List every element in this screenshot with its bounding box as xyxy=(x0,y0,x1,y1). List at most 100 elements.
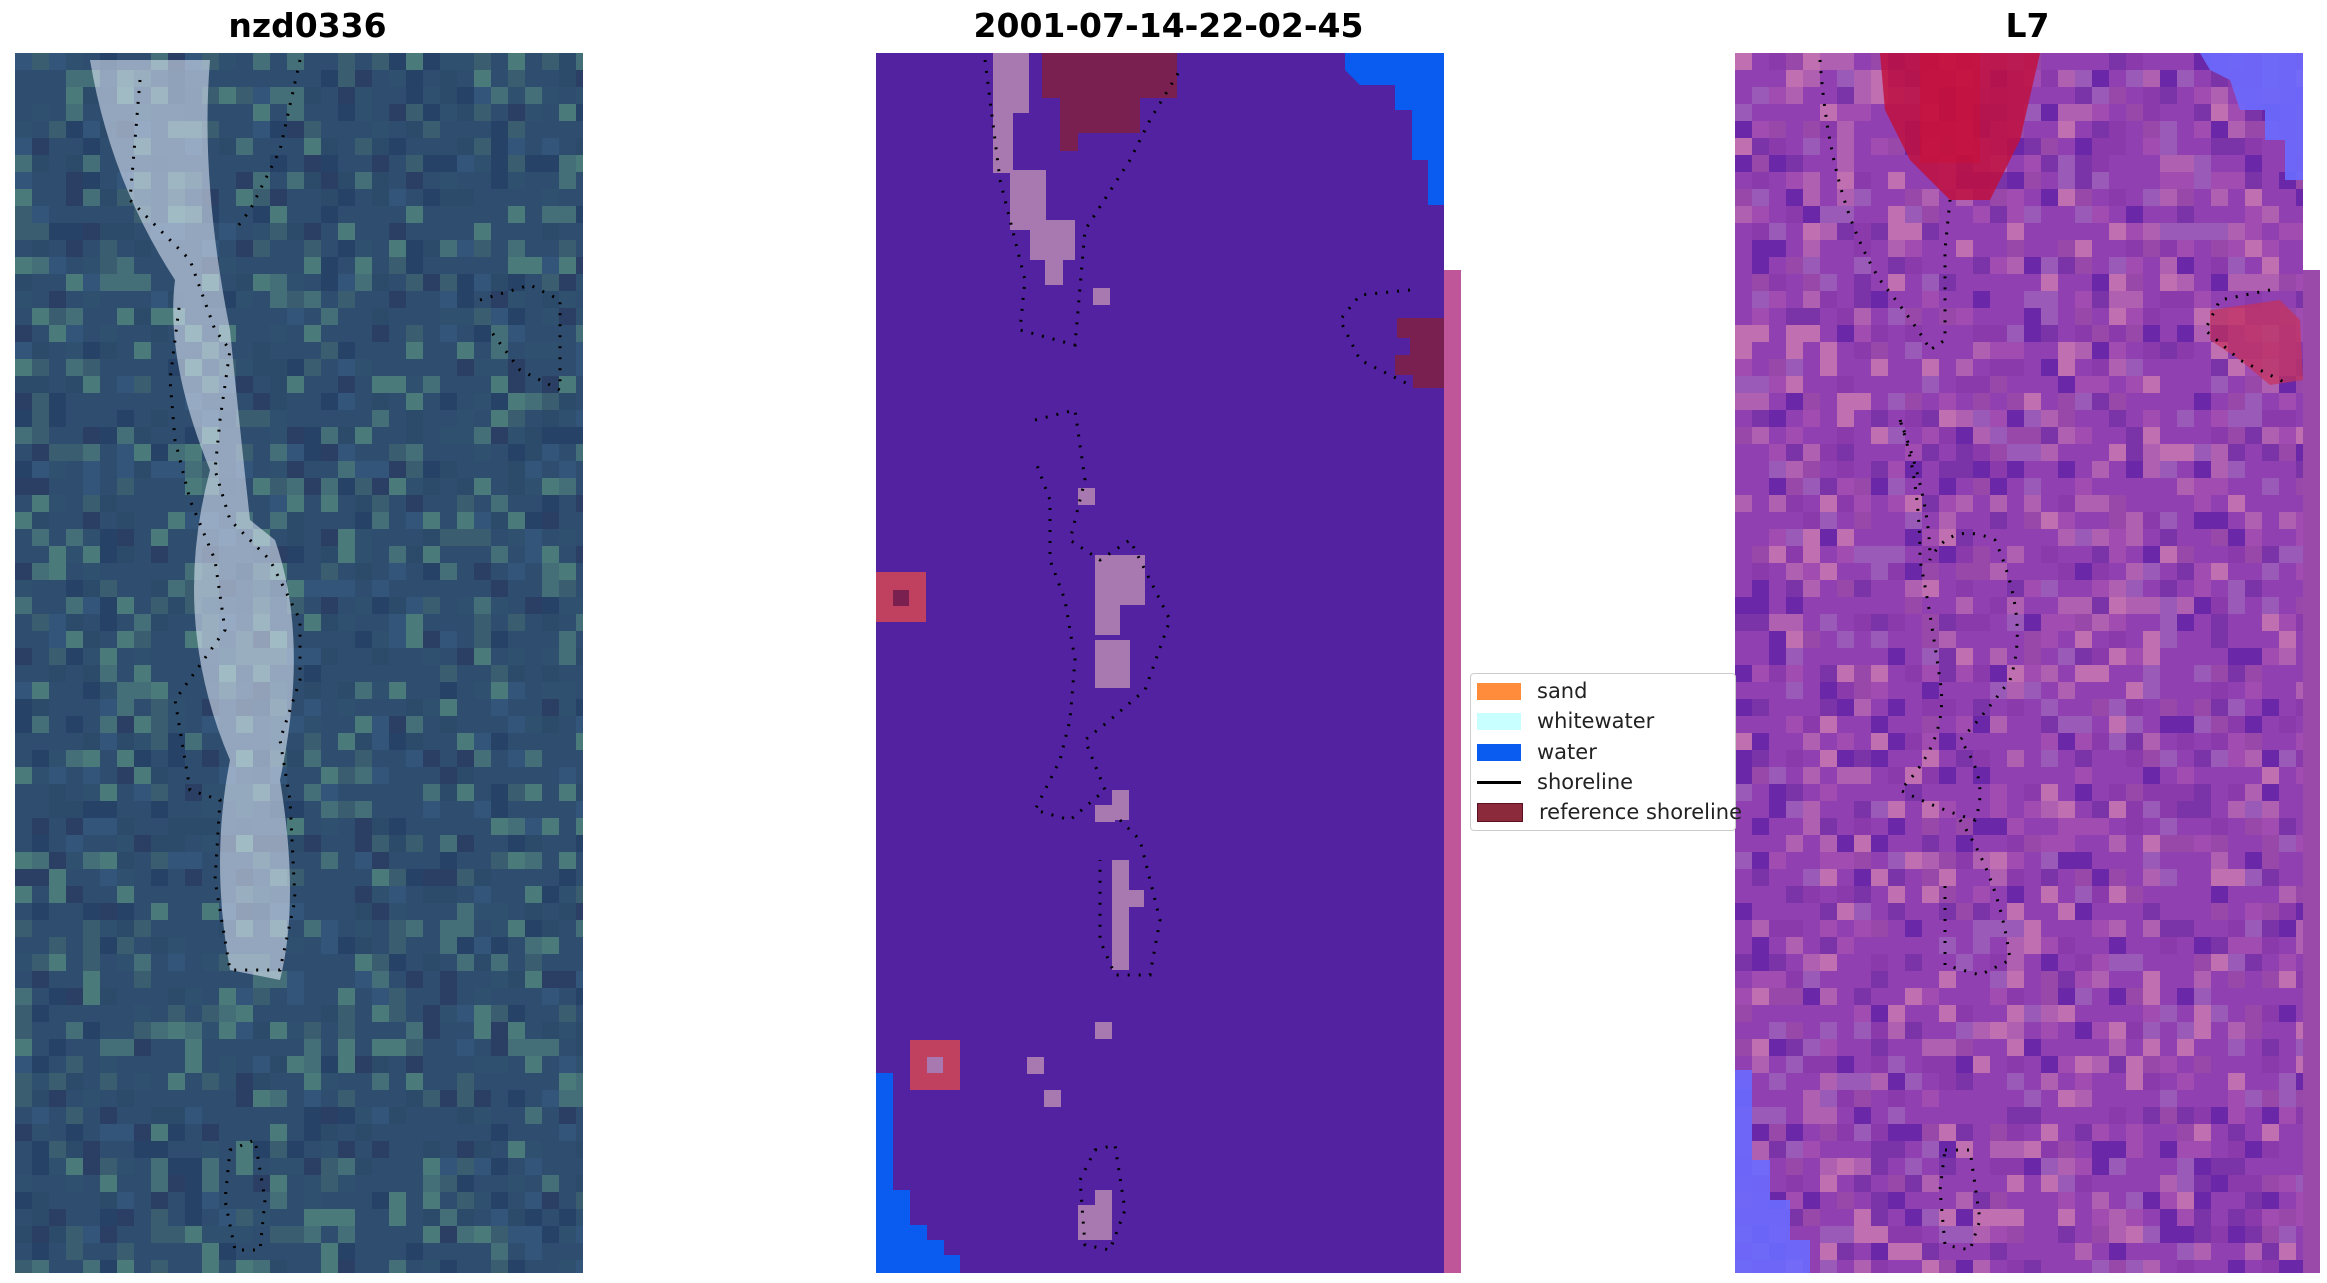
index-pixel xyxy=(2177,444,2194,461)
index-pixel xyxy=(2177,1243,2194,1260)
rgb-pixel xyxy=(542,1192,559,1209)
rgb-pixel xyxy=(134,665,151,682)
rgb-pixel xyxy=(83,903,100,920)
rgb-pixel xyxy=(304,172,321,189)
index-pixel xyxy=(1956,954,1973,971)
rgb-pixel xyxy=(151,597,168,614)
index-pixel xyxy=(2058,988,2075,1005)
index-pixel xyxy=(2194,1107,2211,1124)
index-pixel xyxy=(1820,1243,1837,1260)
index-pixel xyxy=(2092,70,2109,87)
index-pixel xyxy=(2075,1243,2092,1260)
rgb-pixel xyxy=(49,121,66,138)
index-pixel xyxy=(2075,750,2092,767)
rgb-pixel xyxy=(423,1226,440,1243)
rgb-pixel xyxy=(423,750,440,767)
rgb-pixel xyxy=(49,1073,66,1090)
index-pixel xyxy=(1786,801,1803,818)
rgb-pixel xyxy=(542,376,559,393)
rgb-pixel xyxy=(338,682,355,699)
index-pixel xyxy=(2228,393,2245,410)
rgb-pixel xyxy=(508,818,525,835)
index-pixel xyxy=(2177,1192,2194,1209)
index-pixel xyxy=(2126,1124,2143,1141)
index-pixel xyxy=(1990,563,2007,580)
rgb-pixel xyxy=(389,835,406,852)
index-pixel xyxy=(2279,410,2296,427)
index-pixel xyxy=(1786,1022,1803,1039)
rgb-pixel xyxy=(406,427,423,444)
rgb-pixel xyxy=(508,971,525,988)
index-pixel xyxy=(1922,1209,1939,1226)
rgb-pixel xyxy=(100,529,117,546)
rgb-pixel xyxy=(406,869,423,886)
index-pixel xyxy=(1769,240,1786,257)
index-pixel xyxy=(1888,172,1905,189)
index-pixel xyxy=(1735,138,1752,155)
index-pixel xyxy=(2058,682,2075,699)
index-pixel xyxy=(2245,189,2262,206)
rgb-pixel xyxy=(66,818,83,835)
rgb-pixel xyxy=(525,512,542,529)
rgb-pixel xyxy=(151,614,168,631)
rgb-pixel xyxy=(542,427,559,444)
index-pixel xyxy=(2160,1056,2177,1073)
index-pixel xyxy=(1871,291,1888,308)
rgb-pixel xyxy=(508,172,525,189)
rgb-pixel xyxy=(321,818,338,835)
rgb-pixel xyxy=(508,376,525,393)
rgb-pixel xyxy=(576,801,583,818)
rgb-pixel xyxy=(542,597,559,614)
index-pixel xyxy=(2279,546,2296,563)
rgb-pixel xyxy=(202,1005,219,1022)
rgb-pixel xyxy=(66,529,83,546)
index-pixel xyxy=(2092,818,2109,835)
rgb-pixel xyxy=(389,223,406,240)
index-pixel xyxy=(2007,257,2024,274)
index-pixel xyxy=(2143,750,2160,767)
index-pixel xyxy=(1837,546,1854,563)
index-pixel xyxy=(1922,699,1939,716)
rgb-pixel xyxy=(117,461,134,478)
index-pixel xyxy=(2041,784,2058,801)
index-pixel xyxy=(1973,937,1990,954)
index-pixel xyxy=(1956,716,1973,733)
index-pixel xyxy=(2245,393,2262,410)
index-pixel xyxy=(2041,257,2058,274)
index-pixel xyxy=(1905,206,1922,223)
rgb-pixel xyxy=(525,87,542,104)
index-pixel xyxy=(1786,444,1803,461)
index-pixel xyxy=(1973,461,1990,478)
index-pixel xyxy=(2228,359,2245,376)
rgb-pixel xyxy=(559,682,576,699)
index-pixel xyxy=(2126,359,2143,376)
rgb-pixel xyxy=(202,1141,219,1158)
index-pixel xyxy=(2007,1039,2024,1056)
index-pixel xyxy=(2228,716,2245,733)
rgb-pixel xyxy=(253,1022,270,1039)
index-pixel xyxy=(1905,1124,1922,1141)
rgb-pixel xyxy=(287,291,304,308)
index-pixel xyxy=(1752,121,1769,138)
rgb-pixel xyxy=(576,1141,583,1158)
rgb-pixel xyxy=(576,614,583,631)
index-pixel xyxy=(1752,1141,1769,1158)
index-pixel xyxy=(2160,1192,2177,1209)
index-pixel xyxy=(2092,1158,2109,1175)
rgb-pixel xyxy=(202,1260,219,1273)
index-pixel xyxy=(1990,1243,2007,1260)
rgb-pixel xyxy=(508,784,525,801)
rgb-pixel xyxy=(372,189,389,206)
index-pixel xyxy=(1803,478,1820,495)
rgb-pixel xyxy=(559,478,576,495)
rgb-pixel xyxy=(32,1260,49,1273)
rgb-pixel xyxy=(559,767,576,784)
rgb-pixel xyxy=(66,614,83,631)
index-pixel xyxy=(2109,342,2126,359)
index-pixel xyxy=(1803,580,1820,597)
rgb-pixel xyxy=(83,580,100,597)
index-pixel xyxy=(1939,1226,1956,1243)
index-pixel xyxy=(1786,53,1803,70)
index-pixel xyxy=(2228,495,2245,512)
index-pixel xyxy=(1973,444,1990,461)
